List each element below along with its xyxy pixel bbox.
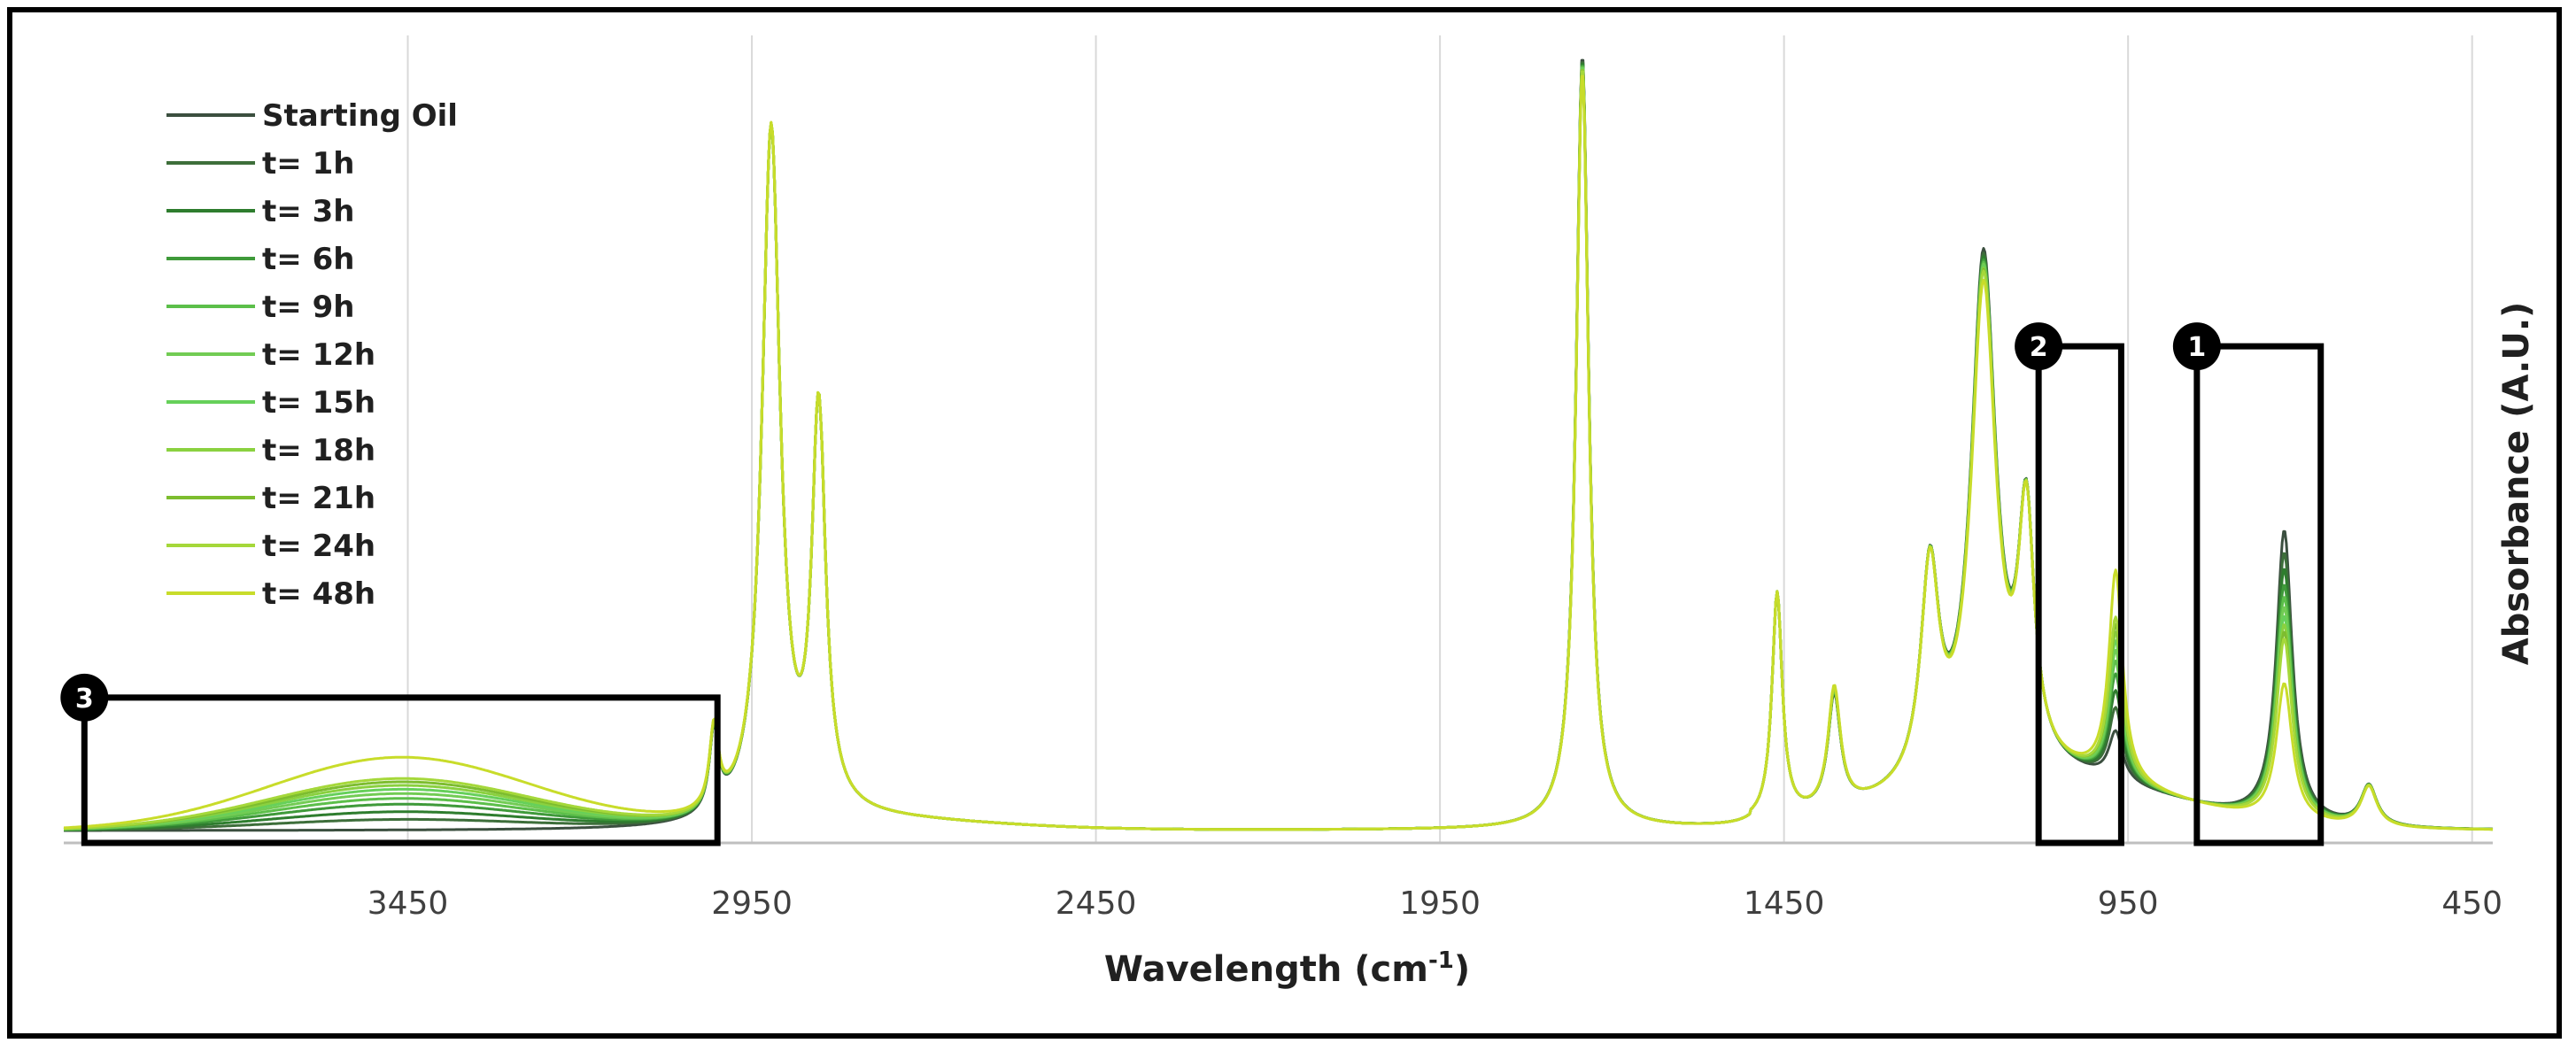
- x-tick-label-1450: 1450: [1744, 885, 1825, 922]
- legend-label-5: t= 12h: [262, 337, 375, 373]
- x-axis-title: Wavelength (cm-1): [1104, 947, 1470, 990]
- legend-label-4: t= 9h: [262, 290, 354, 325]
- x-axis-title-text: Wavelength (cm: [1104, 949, 1428, 990]
- annotation-box-3: [81, 694, 721, 846]
- legend-label-0: Starting Oil: [262, 98, 458, 134]
- legend: Starting Oil t= 1h t= 3h t= 6h t= 9h t= 12h t=…: [166, 98, 458, 612]
- legend-label-10: t= 48h: [262, 576, 375, 612]
- x-tick-label-1950: 1950: [1399, 885, 1481, 922]
- vertical-gridlines: [406, 35, 2473, 843]
- legend-label-1: t= 1h: [262, 146, 354, 182]
- x-tick-label-3450: 3450: [367, 885, 449, 922]
- legend-label-9: t= 24h: [262, 529, 375, 564]
- annotation-badge-label-3: 3: [75, 684, 94, 715]
- x-tick-label-950: 950: [2098, 885, 2159, 922]
- x-tick-label-2450: 2450: [1056, 885, 1137, 922]
- x-tick-label-450: 450: [2441, 885, 2503, 922]
- x-axis-title-superscript: -1: [1428, 947, 1454, 974]
- annotation-boxes: 1 2 3: [60, 322, 2325, 846]
- x-tick-label-2950: 2950: [711, 885, 793, 922]
- annotation-box-1: [2193, 343, 2325, 846]
- legend-label-6: t= 15h: [262, 385, 375, 421]
- annotation-badge-label-1: 1: [2187, 332, 2206, 363]
- figure-frame: [7, 7, 2562, 1039]
- annotation-badge-label-2: 2: [2030, 332, 2048, 363]
- legend-label-7: t= 18h: [262, 433, 375, 468]
- annotation-badge-1: [2172, 322, 2221, 371]
- annotation-box-2: [2035, 343, 2124, 846]
- annotation-badge-3: [60, 673, 109, 722]
- legend-label-2: t= 3h: [262, 194, 354, 229]
- spectra-series: [63, 58, 2494, 832]
- x-axis-title-close: ): [1454, 949, 1470, 990]
- series-line-10: [64, 74, 2493, 831]
- legend-label-8: t= 21h: [262, 481, 375, 516]
- y-axis-title: Absorbance (A.U.): [2496, 302, 2537, 666]
- x-tick-labels: 3450 2950 2450 1950 1450 950 450: [367, 885, 2503, 922]
- annotation-badge-2: [2015, 322, 2063, 371]
- legend-label-3: t= 6h: [262, 242, 354, 277]
